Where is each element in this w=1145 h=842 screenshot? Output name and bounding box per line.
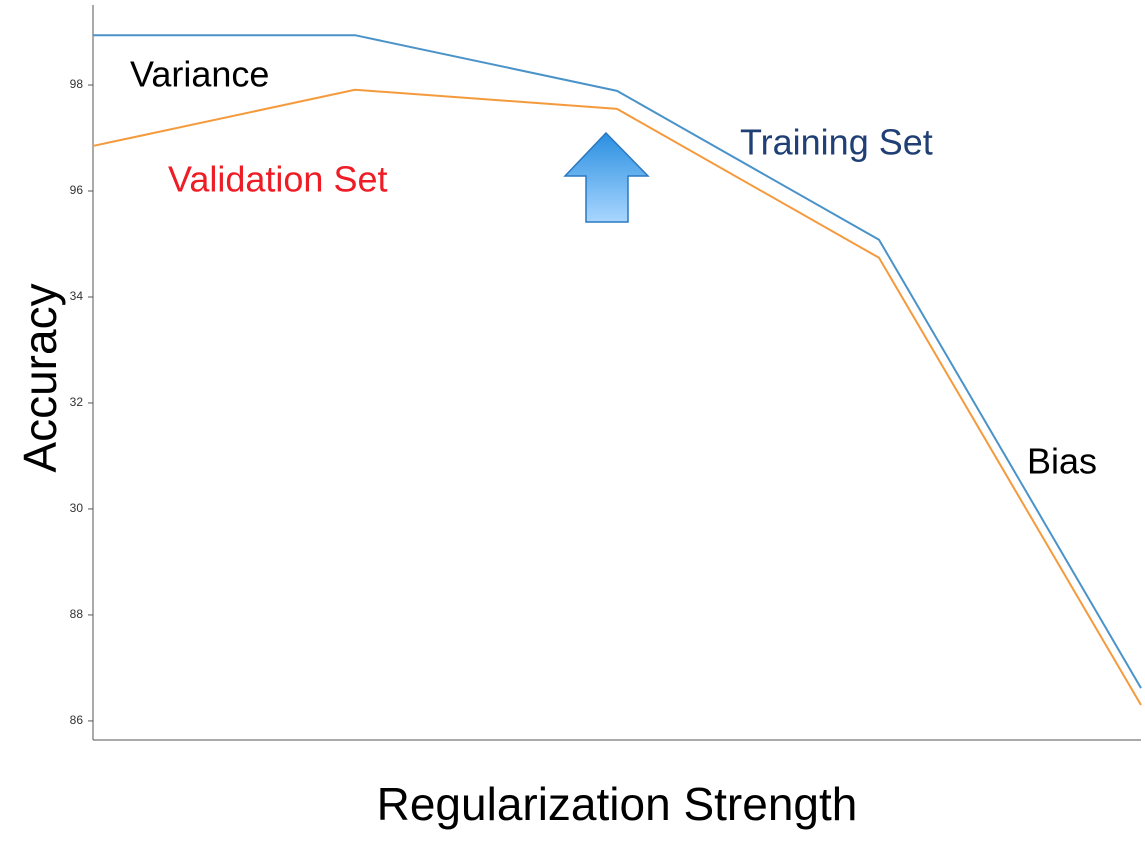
x-axis-label: Regularization Strength [377,778,858,830]
y-axis-label: Accuracy [14,283,66,472]
y-tick-label: 98 [70,77,84,91]
y-tick-label: 96 [70,183,84,197]
annotation: Training Set [740,122,933,163]
annotation: Validation Set [168,159,387,200]
arrow [563,131,650,223]
y-tick-label: 34 [70,289,84,303]
y-tick-label: 86 [70,713,84,727]
line [92,88,1142,706]
y-tick-label: 32 [70,395,84,409]
annotation: Variance [130,54,269,95]
annotation: Bias [1027,441,1097,482]
line [93,34,1142,689]
y-tick-label: 30 [70,501,84,515]
y-tick-label: 88 [70,607,84,621]
